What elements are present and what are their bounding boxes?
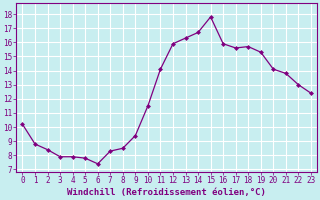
X-axis label: Windchill (Refroidissement éolien,°C): Windchill (Refroidissement éolien,°C): [67, 188, 266, 197]
